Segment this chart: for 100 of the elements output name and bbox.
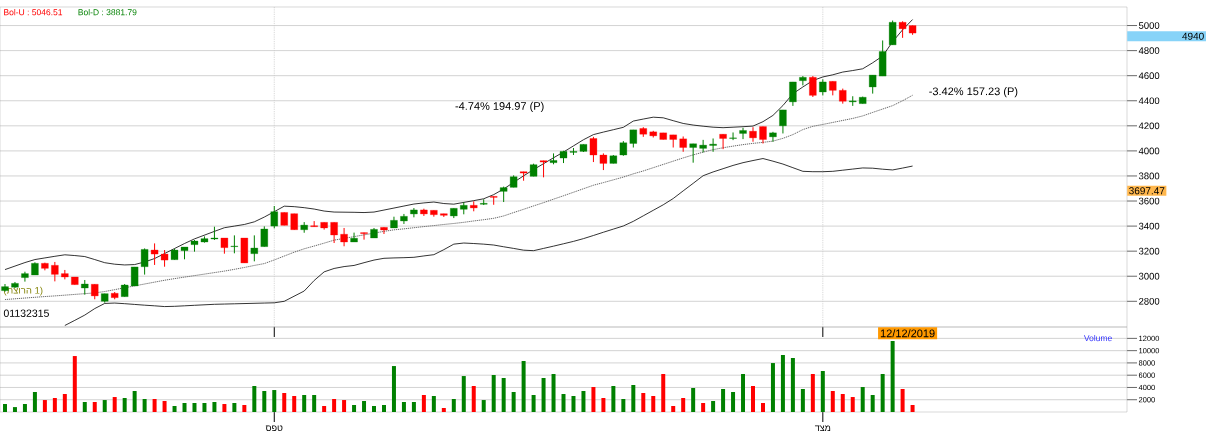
bar (82, 402, 87, 412)
bar (601, 398, 606, 412)
bar (411, 402, 416, 412)
candlestick (789, 81, 797, 107)
bar (52, 398, 57, 412)
bar (641, 392, 646, 412)
bar (531, 395, 536, 412)
candlestick (21, 271, 29, 283)
bar (182, 402, 187, 412)
bar (721, 388, 726, 412)
candlestick (270, 205, 278, 229)
y-tick-label: 3400 (1138, 222, 1160, 230)
bar (780, 355, 785, 412)
bar (212, 402, 217, 412)
candlestick (51, 261, 59, 282)
bar (840, 394, 845, 412)
annotation: 12/12/2019 (880, 329, 935, 338)
candlestick (809, 75, 817, 98)
bar (541, 378, 546, 412)
candlestick (739, 127, 747, 140)
bar (62, 394, 67, 412)
candlestick (360, 232, 368, 241)
bar (870, 395, 875, 412)
y-tick-label: 4400 (1138, 97, 1160, 105)
candlestick (250, 234, 258, 262)
y-tick-label: 2800 (1139, 297, 1160, 305)
bar (820, 371, 825, 412)
bar (381, 405, 386, 412)
candlestick (729, 131, 737, 141)
bar (681, 398, 686, 412)
bar (42, 400, 47, 412)
y-tick-label: 3000 (1138, 272, 1160, 280)
bar (362, 401, 367, 412)
bar (581, 391, 586, 412)
bar (32, 392, 37, 412)
bar (441, 408, 446, 412)
bar (481, 400, 486, 412)
bar (770, 363, 775, 412)
candlestick (260, 225, 268, 248)
bar (431, 395, 436, 412)
annotation: -4.74% 194.97 (P) (455, 101, 544, 113)
bar (731, 392, 736, 412)
bar (711, 401, 716, 412)
bar (691, 388, 696, 412)
bar (511, 392, 516, 412)
y-tick-label: 5000 (1138, 22, 1160, 29)
y-tick-label: 4200 (1138, 122, 1160, 130)
bar (22, 404, 27, 412)
bar (810, 374, 815, 412)
bar (132, 391, 137, 412)
bar (621, 398, 626, 412)
y-tick-label: 4600 (1138, 72, 1160, 80)
bar (421, 395, 426, 412)
bar (880, 374, 885, 412)
bar (172, 405, 177, 412)
bar (391, 366, 396, 412)
text: 3697.47 (1129, 187, 1165, 195)
bar (12, 407, 17, 412)
bar (112, 397, 117, 412)
candlestick (689, 143, 697, 164)
bar (741, 374, 746, 412)
annotation: 01132315 (3, 309, 49, 317)
bar (461, 376, 466, 412)
candlestick (340, 227, 348, 247)
candlestick (699, 139, 707, 153)
annotation: Bol-D : 3881.79 (78, 9, 137, 16)
bar (222, 404, 227, 412)
bar (671, 405, 676, 412)
bar (890, 341, 895, 412)
bar (162, 401, 167, 412)
bar (202, 402, 207, 412)
bar (900, 388, 905, 412)
bar (491, 375, 496, 412)
bar (591, 387, 596, 412)
y-tick-label: 3200 (1138, 247, 1160, 255)
bar (262, 391, 267, 412)
bar (521, 361, 526, 412)
bar (790, 358, 795, 412)
candlestick (799, 75, 807, 86)
annotation: Bol-U : 5046.51 (4, 9, 63, 16)
y-tick-label: 4000 (1138, 147, 1160, 155)
bar (282, 392, 287, 412)
text: 4940 (1182, 32, 1204, 40)
annotation: -3.42% 157.23 (P) (929, 87, 1018, 98)
candlestick (350, 232, 358, 243)
bar (631, 385, 636, 412)
bar (850, 397, 855, 412)
bar (272, 390, 277, 412)
bar (192, 402, 197, 412)
bar (152, 398, 157, 412)
bar (2, 404, 7, 412)
candlestick (719, 133, 727, 150)
candlestick (779, 109, 787, 134)
bar (312, 395, 317, 412)
bar (471, 385, 476, 412)
bar (451, 398, 456, 412)
bar (92, 402, 97, 412)
candlestick (709, 137, 717, 153)
bar (142, 398, 147, 412)
bar (292, 395, 297, 412)
